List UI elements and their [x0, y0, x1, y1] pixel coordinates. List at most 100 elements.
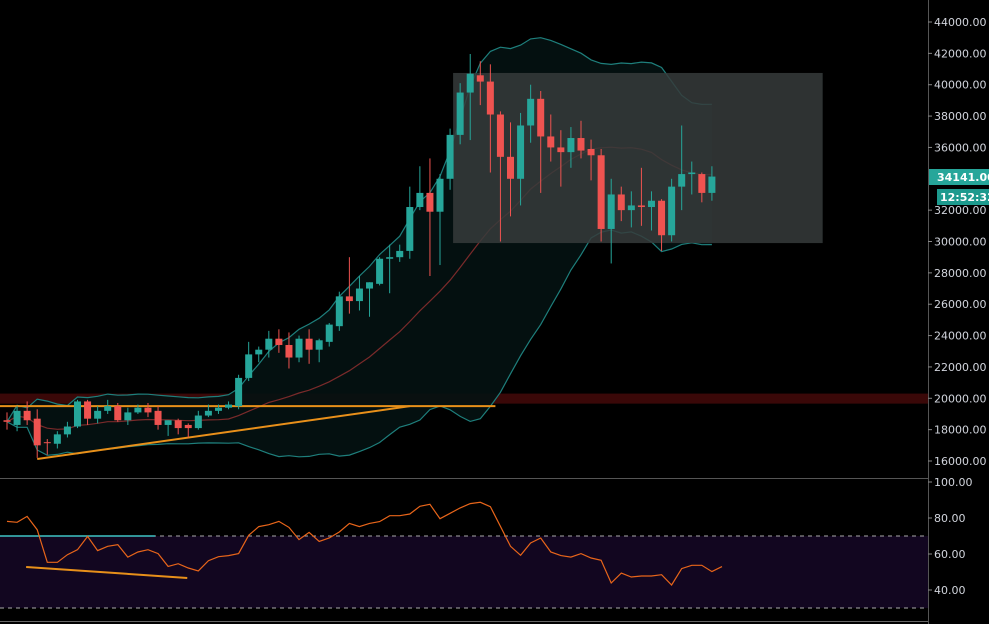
candle-body	[386, 257, 394, 259]
candle[interactable]	[84, 399, 92, 425]
candle[interactable]	[496, 111, 504, 242]
candle-body	[537, 98, 545, 137]
candle[interactable]	[537, 90, 545, 193]
last-price-label: 34141.00	[937, 171, 989, 184]
candle[interactable]	[708, 166, 716, 201]
candle[interactable]	[416, 166, 424, 211]
candle[interactable]	[194, 410, 202, 430]
candle[interactable]	[325, 323, 333, 347]
candle[interactable]	[617, 186, 625, 222]
candle[interactable]	[214, 404, 222, 414]
candle[interactable]	[315, 338, 323, 363]
candle[interactable]	[376, 257, 384, 286]
candle[interactable]	[426, 158, 434, 276]
candle[interactable]	[688, 161, 696, 195]
candle[interactable]	[557, 130, 565, 187]
candle[interactable]	[446, 128, 454, 190]
candle-body	[154, 410, 162, 425]
candle[interactable]	[698, 172, 706, 203]
candle[interactable]	[647, 191, 655, 231]
candle[interactable]	[335, 291, 343, 331]
candle[interactable]	[597, 148, 605, 242]
candle[interactable]	[265, 330, 273, 358]
candle[interactable]	[406, 186, 414, 259]
price-axis-bg	[928, 0, 989, 624]
candle[interactable]	[13, 406, 21, 432]
candle[interactable]	[245, 341, 253, 382]
candle-body	[426, 192, 434, 212]
candle-body	[617, 194, 625, 211]
candle[interactable]	[637, 167, 645, 226]
candle[interactable]	[476, 61, 484, 106]
candle[interactable]	[668, 178, 676, 242]
rsi-trendline[interactable]	[26, 565, 188, 579]
candle[interactable]	[184, 423, 192, 438]
candle[interactable]	[235, 374, 243, 410]
candle[interactable]	[43, 439, 51, 455]
candle-body	[446, 134, 454, 179]
candle[interactable]	[33, 409, 41, 458]
candle[interactable]	[23, 401, 31, 425]
price-axis[interactable]: 44000.00 42000.00 40000.00 38000.00 36000.00…	[928, 0, 989, 624]
price-tick-label: 40000.00	[934, 79, 987, 92]
rsi-pane[interactable]	[0, 501, 989, 622]
rsi-band	[0, 536, 928, 608]
candle[interactable]	[507, 122, 514, 217]
candle[interactable]	[305, 329, 313, 364]
candle[interactable]	[255, 346, 263, 363]
candle-body	[436, 178, 444, 212]
candle[interactable]	[527, 84, 535, 143]
candle[interactable]	[144, 402, 152, 418]
candle[interactable]	[164, 420, 172, 436]
candle[interactable]	[204, 404, 212, 418]
trendline[interactable]	[37, 405, 410, 460]
candle[interactable]	[154, 406, 162, 430]
candle[interactable]	[567, 127, 575, 168]
candle-body	[134, 407, 142, 413]
price-tick-label: 30000.00	[934, 236, 987, 249]
main-pane[interactable]	[0, 37, 989, 479]
candle[interactable]	[174, 418, 182, 435]
candle[interactable]	[355, 275, 363, 311]
candle[interactable]	[456, 83, 464, 145]
candle[interactable]	[547, 114, 555, 162]
candle[interactable]	[225, 401, 233, 410]
price-tick-label: 38000.00	[934, 110, 987, 123]
candle[interactable]	[386, 244, 394, 294]
candle-body	[355, 288, 363, 302]
candle[interactable]	[124, 407, 132, 425]
candle-body	[698, 174, 706, 193]
price-tick-label: 36000.00	[934, 141, 987, 154]
candle-body	[114, 406, 122, 421]
candle[interactable]	[627, 191, 635, 228]
candle[interactable]	[587, 139, 595, 181]
candle[interactable]	[114, 402, 122, 422]
candle[interactable]	[607, 178, 615, 264]
rsi-tick-label: 100.00	[934, 476, 973, 489]
candle[interactable]	[466, 53, 474, 141]
candle[interactable]	[275, 329, 283, 353]
candle[interactable]	[396, 244, 404, 262]
candle[interactable]	[436, 174, 444, 266]
candle[interactable]	[678, 125, 686, 211]
candle[interactable]	[345, 257, 353, 314]
candle[interactable]	[486, 64, 494, 173]
candle[interactable]	[134, 404, 142, 414]
candle[interactable]	[73, 399, 81, 429]
candle-body	[627, 205, 635, 211]
candle[interactable]	[517, 112, 525, 206]
candle[interactable]	[285, 332, 293, 369]
candle-body	[73, 401, 81, 427]
candle[interactable]	[658, 199, 666, 251]
candle[interactable]	[94, 406, 102, 424]
candle[interactable]	[295, 335, 303, 363]
candle[interactable]	[53, 431, 61, 449]
candle-body	[466, 73, 474, 93]
candle[interactable]	[577, 120, 585, 159]
candle[interactable]	[3, 412, 11, 430]
candle[interactable]	[366, 282, 374, 317]
candle[interactable]	[104, 399, 112, 414]
range-box[interactable]	[453, 72, 823, 244]
candle[interactable]	[63, 421, 71, 438]
